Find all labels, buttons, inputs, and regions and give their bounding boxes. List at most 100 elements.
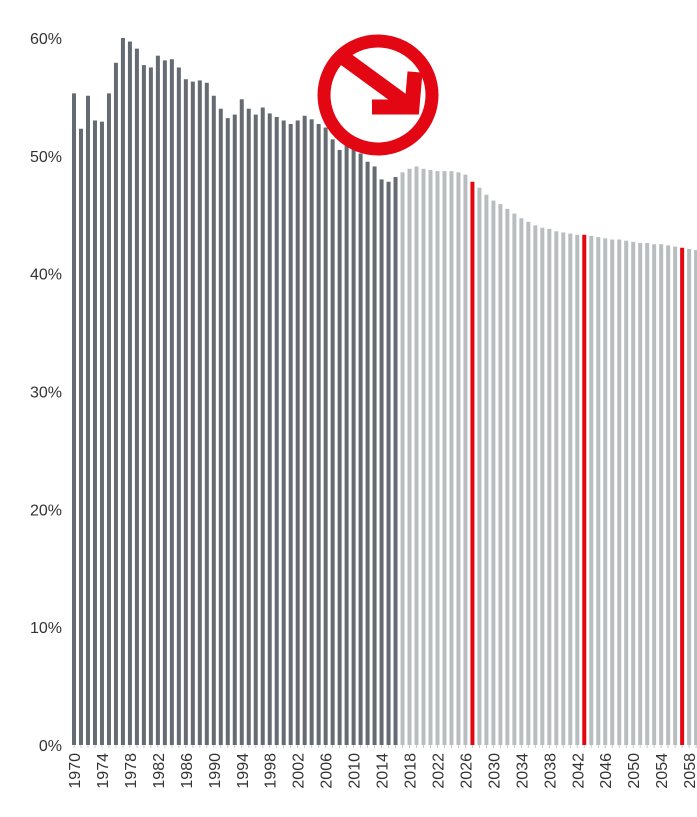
bar-2000 — [281, 120, 286, 746]
y-tick-label: 10% — [30, 620, 62, 637]
bar-2036 — [533, 225, 538, 746]
bar-2025 — [456, 172, 461, 745]
down-right-arrow-icon — [339, 51, 423, 115]
bar-2005 — [316, 124, 321, 745]
x-tick-label: 2034 — [514, 753, 531, 789]
bar-2056 — [673, 246, 678, 745]
bar-2019 — [414, 166, 419, 745]
bar-2042 — [575, 234, 580, 745]
bar-2038 — [547, 228, 552, 745]
x-tick-label: 2030 — [486, 753, 503, 789]
bar-2047 — [610, 239, 615, 745]
bar-1994 — [239, 99, 244, 745]
bar-1996 — [253, 114, 258, 746]
x-tick-label: 2046 — [598, 753, 615, 789]
x-tick-label: 1998 — [263, 753, 280, 789]
bar-1989 — [204, 82, 209, 745]
bar-1972 — [85, 95, 90, 746]
bar-2046 — [603, 238, 608, 745]
bar-2006 — [323, 127, 328, 746]
x-tick-label: 1970 — [67, 753, 84, 789]
x-tick-label: 2006 — [319, 753, 336, 789]
bar-2001 — [288, 124, 293, 745]
bar-1995 — [246, 108, 251, 745]
x-tick-label: 2038 — [542, 753, 559, 789]
bar-2013 — [372, 166, 377, 745]
bar-2035 — [526, 221, 531, 745]
bar-2054 — [659, 244, 664, 745]
bar-1980 — [141, 65, 146, 746]
bar-2003 — [302, 115, 307, 745]
bars — [72, 38, 697, 746]
bar-2010 — [351, 145, 356, 746]
bar-2004 — [309, 119, 314, 746]
bar-2053 — [652, 244, 657, 745]
x-tick-label: 2026 — [458, 753, 475, 789]
bar-2048 — [617, 239, 622, 745]
bar-1982 — [155, 55, 160, 746]
bar-2037 — [540, 227, 545, 745]
bar-2014 — [379, 179, 384, 745]
bar-1981 — [148, 67, 153, 745]
bar-2018 — [407, 168, 412, 746]
bar-1985 — [176, 67, 181, 745]
bar-2031 — [498, 204, 503, 745]
bar-2017 — [400, 172, 405, 745]
x-tick-label: 2018 — [403, 753, 420, 789]
bar-2055 — [666, 245, 671, 745]
bar-1986 — [183, 79, 188, 746]
x-tick-label: 1978 — [123, 753, 140, 789]
bar-2028 — [477, 187, 482, 745]
bar-1975 — [106, 93, 111, 745]
y-tick-label: 40% — [30, 267, 62, 284]
x-axis: 1970 1974 1978 1982 1986 1990 1994 1998 2002 2006… — [67, 745, 697, 789]
bar-2011 — [358, 153, 363, 746]
bar-2020 — [421, 168, 426, 746]
bar-1993 — [232, 114, 237, 746]
bar-1990 — [211, 95, 216, 746]
y-tick-label: 50% — [30, 149, 62, 166]
bar-2045 — [596, 237, 601, 745]
bar-2050 — [631, 241, 636, 745]
bar-2034 — [519, 218, 524, 745]
x-tick-label: 2002 — [291, 753, 308, 789]
bar-1978 — [127, 41, 132, 745]
bar-2023 — [442, 171, 447, 745]
bar-1983 — [162, 60, 167, 745]
bar-1991 — [218, 108, 223, 745]
x-tick-label: 1982 — [151, 753, 168, 789]
bar-2026 — [463, 174, 468, 745]
bar-1998 — [267, 113, 272, 745]
down-trend-annotation — [317, 34, 439, 156]
bar-2030 — [491, 200, 496, 746]
x-tick-label: 1994 — [235, 753, 252, 789]
x-tick-label: 2014 — [375, 753, 392, 789]
bar-2022 — [435, 171, 440, 745]
bar-1977 — [120, 38, 125, 745]
bar-1971 — [78, 128, 83, 746]
bar-2012 — [365, 161, 370, 746]
bar-2008 — [337, 149, 342, 745]
bar-2059 — [694, 250, 697, 745]
bar-1992 — [225, 118, 230, 745]
bar-1974 — [99, 121, 104, 745]
bar-2051 — [638, 243, 643, 745]
bar-2009 — [344, 144, 349, 746]
bar-2041 — [568, 233, 573, 745]
bar-2016 — [393, 177, 398, 746]
bar-1987 — [190, 81, 195, 746]
bar-1979 — [134, 48, 139, 746]
y-tick-label: 0% — [39, 738, 62, 755]
bar-1988 — [197, 80, 202, 746]
bar-1976 — [113, 62, 118, 745]
x-tick-label: 2010 — [347, 753, 364, 789]
bar-2002 — [295, 120, 300, 746]
bar-2024 — [449, 171, 454, 745]
y-tick-label: 20% — [30, 502, 62, 519]
bar-1999 — [274, 116, 279, 745]
x-tick-label: 1974 — [95, 753, 112, 789]
bar-1973 — [92, 120, 97, 746]
bar-1970 — [72, 93, 76, 745]
bar-2032 — [505, 208, 510, 746]
